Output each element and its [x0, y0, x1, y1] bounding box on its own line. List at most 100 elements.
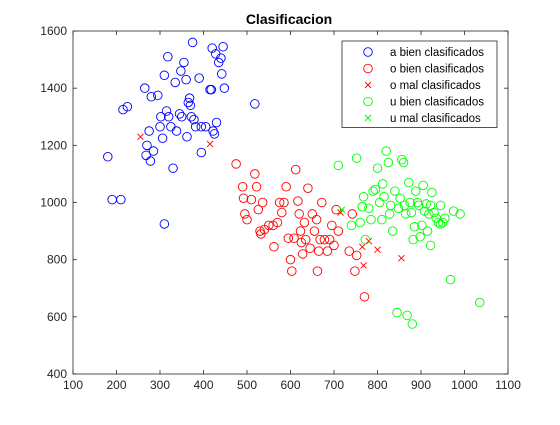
data-point — [281, 182, 291, 192]
data-point — [347, 209, 358, 219]
data-point — [157, 133, 168, 143]
data-point — [176, 111, 187, 122]
data-point — [159, 219, 170, 229]
data-point — [365, 237, 373, 245]
data-point — [329, 240, 339, 251]
data-point — [285, 254, 296, 265]
series-1 — [231, 159, 370, 302]
data-point — [196, 147, 207, 158]
data-point-stroke-b — [358, 243, 366, 251]
series-2 — [137, 133, 405, 269]
data-point — [293, 196, 303, 206]
data-point — [148, 146, 159, 156]
data-point — [240, 209, 250, 219]
data-point — [435, 219, 446, 229]
data-point — [398, 254, 405, 262]
data-point — [358, 243, 366, 251]
data-point-stroke-b — [206, 140, 214, 148]
data-point — [370, 184, 381, 195]
data-point — [415, 232, 425, 242]
legend-marker — [364, 81, 372, 89]
data-point — [206, 84, 217, 95]
data-point — [274, 197, 285, 208]
data-point — [251, 182, 262, 192]
data-point — [257, 197, 268, 208]
data-point — [153, 90, 163, 101]
data-point — [379, 192, 389, 202]
x-tick-label: 500 — [237, 378, 257, 392]
legend-marker — [364, 114, 372, 122]
data-point — [351, 250, 362, 261]
data-point — [438, 217, 448, 228]
data-point — [402, 310, 412, 321]
data-point — [327, 220, 337, 231]
data-point — [303, 183, 313, 193]
data-point — [311, 214, 322, 225]
data-point — [417, 220, 427, 231]
data-point — [237, 182, 248, 192]
data-point — [408, 234, 418, 245]
legend-entry: o mal clasificados — [364, 80, 481, 92]
data-point — [183, 97, 194, 108]
data-point — [145, 156, 156, 166]
data-point — [103, 152, 113, 162]
y-tick-label: 1000 — [40, 196, 67, 210]
y-tick-label: 1400 — [40, 81, 67, 95]
y-tick-label: 800 — [47, 253, 67, 267]
legend-marker — [363, 63, 373, 74]
data-point-stroke-b — [365, 237, 373, 245]
data-point — [300, 234, 311, 245]
data-point — [392, 307, 402, 318]
data-point — [333, 160, 344, 171]
data-point-stroke-b — [374, 246, 381, 253]
legend: a bien clasificados o bien clasificados o … — [341, 40, 498, 128]
x-tick-label: 400 — [193, 378, 213, 392]
data-point — [377, 214, 387, 225]
data-point — [196, 122, 207, 132]
data-point — [269, 242, 279, 252]
data-point — [474, 297, 485, 308]
data-point — [194, 73, 204, 83]
data-point — [279, 197, 289, 208]
data-point — [187, 37, 198, 48]
data-point — [168, 163, 178, 173]
data-point — [146, 91, 157, 102]
data-point — [289, 233, 299, 243]
data-point — [217, 69, 227, 79]
data-point — [122, 101, 133, 112]
data-point — [381, 146, 391, 156]
data-point — [344, 246, 354, 256]
data-point — [277, 207, 287, 218]
data-point — [156, 111, 166, 122]
data-point — [427, 187, 437, 198]
data-point — [216, 53, 226, 63]
data-point — [189, 114, 199, 125]
data-point — [312, 266, 323, 276]
data-point — [137, 133, 144, 141]
data-point — [425, 240, 436, 251]
legend-label: o bien clasificados — [390, 64, 484, 76]
data-point — [350, 266, 360, 276]
data-point — [448, 206, 459, 216]
x-tick-label: 1100 — [495, 378, 521, 392]
data-point — [207, 43, 217, 53]
data-point — [213, 57, 224, 68]
data-point — [179, 57, 189, 68]
series-0 — [103, 37, 260, 229]
data-point — [383, 157, 394, 168]
data-point — [182, 132, 192, 142]
data-point-stroke-b — [360, 262, 367, 269]
legend-entry: o bien clasificados — [363, 63, 484, 76]
data-point — [421, 199, 431, 209]
data-point — [422, 226, 433, 236]
data-point — [290, 164, 301, 175]
data-point — [184, 93, 195, 103]
data-point — [418, 180, 428, 191]
data-point — [364, 203, 374, 213]
data-point — [368, 186, 378, 196]
data-point — [351, 153, 362, 163]
data-point — [359, 292, 370, 302]
x-tick-label: 700 — [324, 378, 344, 392]
data-point — [250, 99, 260, 109]
